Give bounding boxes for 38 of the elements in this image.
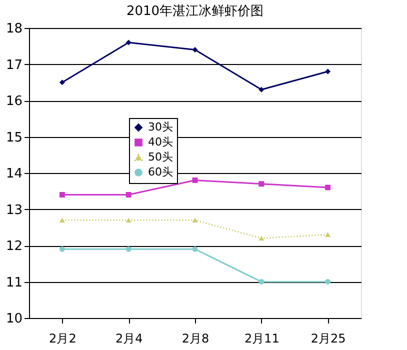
legend-label: 60头 <box>148 166 173 178</box>
point <box>126 246 132 252</box>
y-tick-label: 18 <box>6 22 22 36</box>
x-tick-label: 2月4 <box>115 332 143 346</box>
point <box>325 232 331 237</box>
point <box>192 246 198 252</box>
y-tick-label: 14 <box>6 166 22 182</box>
y-tick-label: 13 <box>6 202 22 218</box>
y-tick-label: 12 <box>6 239 22 254</box>
point <box>59 80 65 86</box>
y-tick-label: 16 <box>6 94 22 109</box>
point <box>126 40 132 46</box>
x-tick-label: 2月25 <box>310 332 346 346</box>
y-tick-label: 10 <box>6 312 22 326</box>
point <box>192 218 198 222</box>
point <box>59 218 65 222</box>
point <box>192 178 198 183</box>
point <box>258 181 264 187</box>
point <box>325 184 331 190</box>
point <box>59 246 65 252</box>
point <box>325 68 331 74</box>
point <box>258 279 264 284</box>
point <box>258 86 264 92</box>
point <box>59 192 65 198</box>
point <box>325 279 331 284</box>
chart-title: 2010年湛江冰鲜虾价图 <box>126 4 264 19</box>
point <box>258 236 264 241</box>
point <box>126 218 132 222</box>
x-tick-label: 2月8 <box>182 332 210 346</box>
legend-label: 30头 <box>148 120 173 134</box>
y-tick-label: 17 <box>6 58 22 73</box>
y-tick-label: 11 <box>6 275 22 290</box>
point <box>126 192 132 198</box>
x-tick-label: 2月2 <box>49 332 76 346</box>
legend-label: 50头 <box>148 150 173 164</box>
legend-label: 40头 <box>148 136 173 148</box>
x-tick-label: 2月11 <box>244 332 280 346</box>
y-tick-label: 15 <box>6 130 22 146</box>
